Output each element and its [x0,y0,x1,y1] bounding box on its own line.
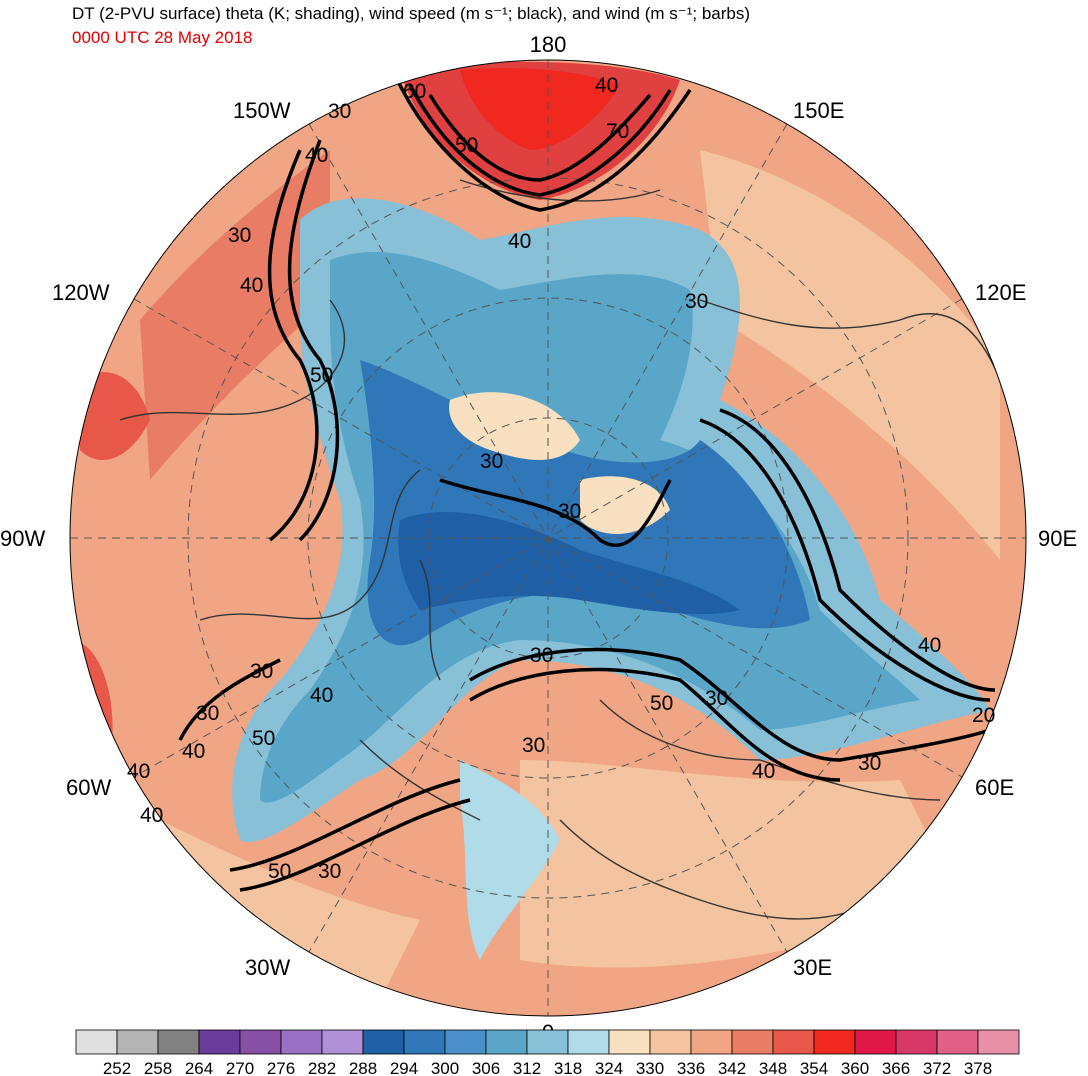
contour-label: 30 [705,687,728,710]
colorbar-swatch [485,1029,528,1055]
lon-label-120w: 120W [52,280,110,305]
colorbar-swatch [75,1029,118,1055]
contour-label: 30 [685,290,708,313]
colorbar-swatch [403,1029,446,1055]
colorbar-tick-label: 348 [759,1059,787,1076]
lon-label-90w: 90W [0,526,45,551]
colorbar-swatch [690,1029,733,1055]
contour-label: 40 [918,634,941,657]
contour-label: 40 [595,74,618,97]
colorbar-tick-label: 324 [595,1059,623,1076]
coastlines [119,179,1001,920]
contour-label: 30 [858,752,881,775]
contour-labels: 30 40 60 40 50 70 40 30 40 50 30 30 30 3… [127,74,995,883]
colorbar-tick-label: 360 [841,1059,869,1076]
colorbar-swatch [936,1029,979,1055]
colorbar-swatch [854,1029,897,1055]
contour-label: 60 [403,80,426,103]
colorbar-swatch [239,1029,282,1055]
colorbar-tick-label: 252 [103,1059,131,1076]
contour-label: 40 [182,740,205,763]
lon-label-90e: 90E [1038,526,1077,551]
lon-label-150w: 150W [233,98,291,123]
colorbar-tick-label: 276 [267,1059,295,1076]
colorbar-swatch [895,1029,938,1055]
figure-title: DT (2-PVU surface) theta (K; shading), w… [72,4,751,23]
colorbar-tick-label: 258 [144,1059,172,1076]
lon-label-150e: 150E [793,98,844,123]
contour-label: 40 [305,144,328,167]
colorbar-tick-label: 378 [964,1059,992,1076]
colorbar-tick-label: 312 [513,1059,541,1076]
colorbar: 252 258 264 270 276 282 288 294 300 306 312 318 324 3… [75,1029,1020,1076]
contour-label: 40 [140,804,163,827]
contour-label: 40 [508,230,531,253]
valid-time: 0000 UTC 28 May 2018 [72,28,253,47]
colorbar-swatch [608,1029,651,1055]
colorbar-swatch [772,1029,815,1055]
colorbar-tick-label: 300 [431,1059,459,1076]
lon-label-30w: 30W [245,955,290,980]
colorbar-swatch [977,1029,1020,1055]
contour-label: 40 [127,760,150,783]
lon-label-60e: 60E [975,775,1014,800]
colorbar-swatch [731,1029,774,1055]
contour-label: 50 [455,134,478,157]
colorbar-tick-label: 372 [923,1059,951,1076]
colorbar-tick-label: 336 [677,1059,705,1076]
colorbar-tick-label: 270 [226,1059,254,1076]
contour-label: 50 [252,727,275,750]
contour-label: 40 [310,684,333,707]
contour-label: 70 [606,120,629,143]
colorbar-swatch [444,1029,487,1055]
contour-label: 30 [558,500,581,523]
colorbar-tick-label: 366 [882,1059,910,1076]
colorbar-tick-label: 288 [349,1059,377,1076]
colorbar-tick-label: 294 [390,1059,418,1076]
colorbar-swatch [567,1029,610,1055]
contour-label: 50 [268,860,291,883]
contour-label: 50 [310,364,333,387]
colorbar-swatch [157,1029,200,1055]
contour-label: 30 [328,100,351,123]
lon-label-180: 180 [530,32,567,57]
contour-label: 30 [196,702,219,725]
contour-label: 30 [250,660,273,683]
lon-label-120e: 120E [975,280,1026,305]
colorbar-tick-label: 342 [718,1059,746,1076]
colorbar-swatch [280,1029,323,1055]
colorbar-swatch [321,1029,364,1055]
colorbar-tick-label: 318 [554,1059,582,1076]
lon-label-30e: 30E [793,955,832,980]
contour-label: 30 [228,224,251,247]
colorbar-tick-label: 330 [636,1059,664,1076]
colorbar-tick-label: 306 [472,1059,500,1076]
contour-label: 30 [530,644,553,667]
colorbar-tick-label: 282 [308,1059,336,1076]
contour-label: 40 [240,274,263,297]
colorbar-swatch [813,1029,856,1055]
colorbar-swatch [362,1029,405,1055]
contour-label: 40 [752,760,775,783]
colorbar-swatch [116,1029,159,1055]
colorbar-swatch [526,1029,569,1055]
colorbar-swatch [649,1029,692,1055]
theta-shading [70,60,1026,1016]
contour-label: 30 [480,450,503,473]
colorbar-tick-label: 354 [800,1059,828,1076]
contour-label: 30 [318,860,341,883]
colorbar-swatch [198,1029,241,1055]
lon-label-60w: 60W [66,775,111,800]
wind-speed-contours [178,74,996,892]
contour-label: 30 [522,734,545,757]
contour-label: 50 [650,692,673,715]
colorbar-tick-label: 264 [185,1059,213,1076]
map-boundary [69,59,1027,1017]
longitude-labels: 180 150E 120E 90E 60E 30E 0 30W 60W 90W … [0,32,1077,1045]
